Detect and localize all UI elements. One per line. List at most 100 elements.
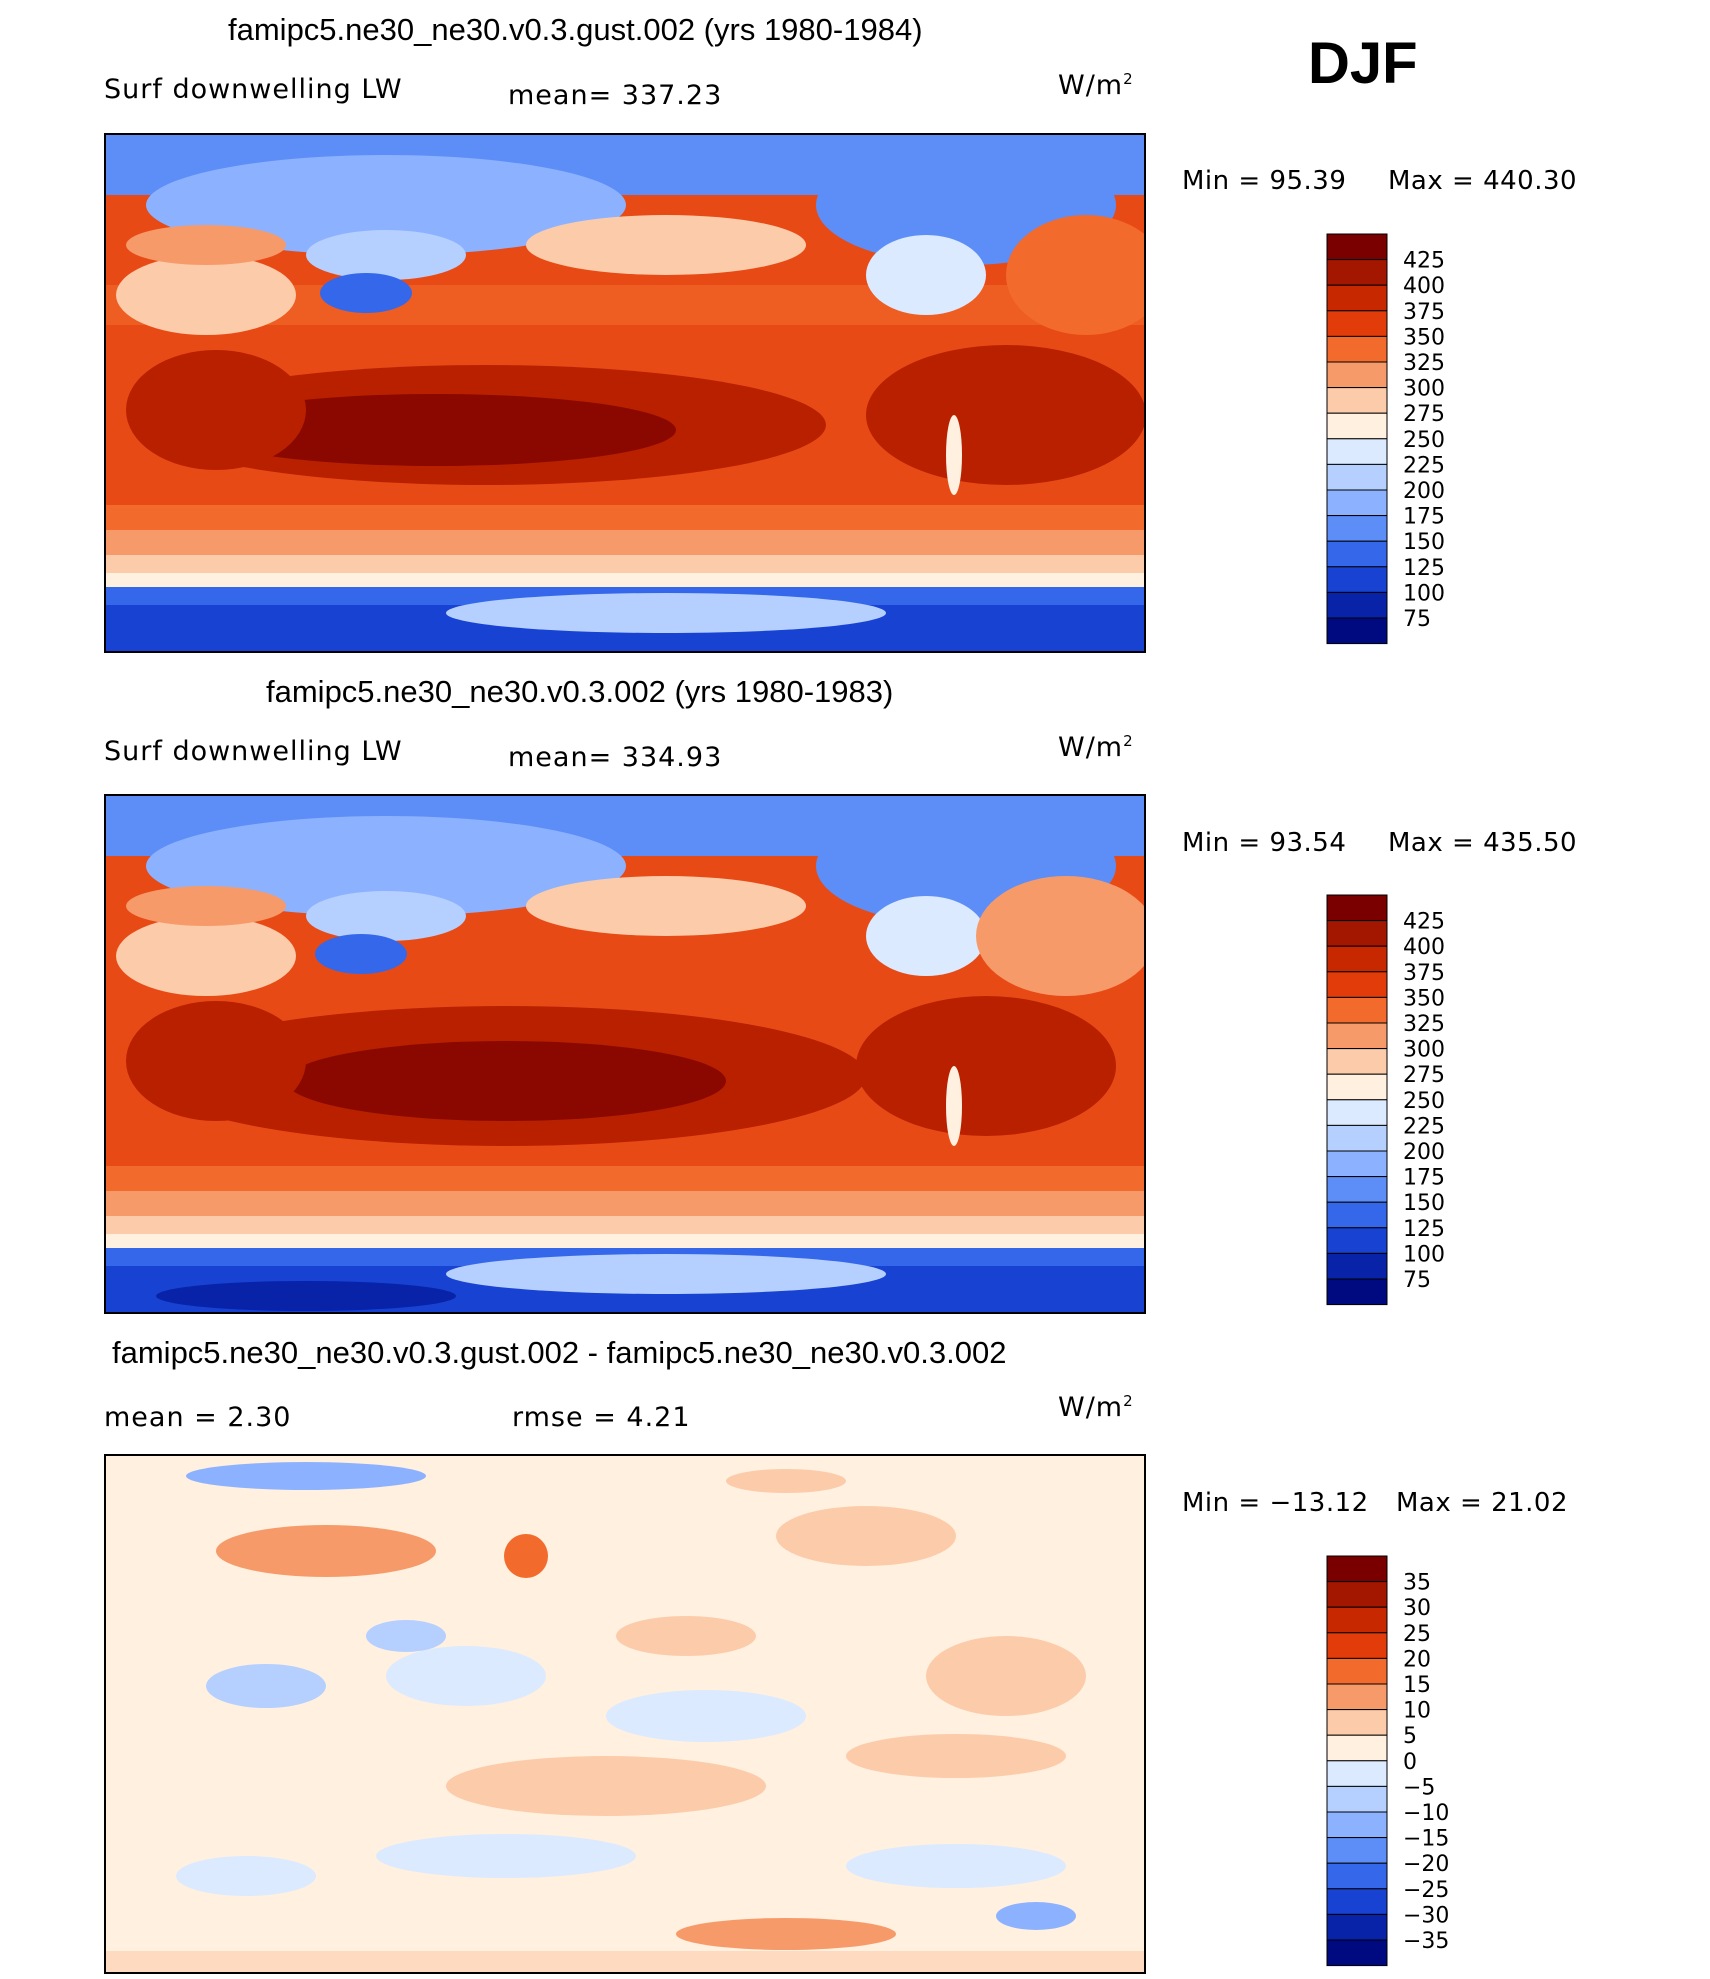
colorbar-swatch [1326, 1073, 1388, 1101]
colorbar-swatch [1326, 1581, 1388, 1608]
panel2-title: famipc5.ne30_ne30.v0.3.002 (yrs 1980-198… [266, 674, 894, 709]
colorbar-label: 100 [1403, 1242, 1445, 1267]
panel1-units: W/m2 [1058, 70, 1134, 101]
colorbar-swatch [1326, 1657, 1388, 1685]
colorbar-label: 125 [1403, 556, 1445, 581]
colorbar-label: 325 [1403, 351, 1445, 376]
colorbar-label: 250 [1403, 428, 1445, 453]
colorbar-label: 175 [1403, 505, 1445, 530]
colorbar-label: −5 [1403, 1775, 1435, 1800]
colorbar-swatch [1326, 1150, 1388, 1178]
colorbar-label: 225 [1403, 453, 1445, 478]
colorbar-label: 275 [1403, 402, 1445, 427]
panel2-units: W/m2 [1058, 732, 1134, 763]
colorbar-label: 400 [1403, 935, 1445, 960]
colorbar-swatch [1326, 412, 1388, 440]
colorbar-swatch [1326, 945, 1388, 973]
colorbar-label: 375 [1403, 300, 1445, 325]
colorbar-swatch [1326, 387, 1388, 414]
colorbar-swatch [1326, 310, 1388, 337]
panel2-map [104, 794, 1146, 1314]
colorbar-swatch [1326, 1606, 1388, 1634]
colorbar-label: 200 [1403, 1140, 1445, 1165]
colorbar-label: 325 [1403, 1012, 1445, 1037]
colorbar-swatch [1326, 920, 1388, 947]
colorbar-label: 200 [1403, 479, 1445, 504]
colorbar-label: 15 [1403, 1673, 1431, 1698]
panel2-colorbar-svg: 4254003753503253002752502252001751501251… [1326, 894, 1445, 1306]
colorbar-label: 75 [1403, 607, 1431, 632]
colorbar-swatch [1326, 1099, 1388, 1126]
colorbar-label: 125 [1403, 1217, 1445, 1242]
panel1-title: famipc5.ne30_ne30.v0.3.gust.002 (yrs 198… [228, 12, 923, 47]
colorbar-swatch [1326, 463, 1388, 491]
colorbar-label: 350 [1403, 986, 1445, 1011]
season-label: DJF [1308, 31, 1418, 96]
panel3-map [104, 1454, 1146, 1974]
colorbar-swatch [1326, 1888, 1388, 1915]
colorbar-label: −10 [1403, 1801, 1449, 1826]
colorbar-swatch [1326, 515, 1388, 542]
colorbar-swatch [1326, 1939, 1388, 1967]
colorbar-swatch [1326, 1632, 1388, 1659]
colorbar-swatch [1326, 1811, 1388, 1839]
colorbar-swatch [1326, 1785, 1388, 1813]
colorbar-swatch [1326, 1022, 1388, 1050]
colorbar-label: 5 [1403, 1724, 1417, 1749]
colorbar-label: 0 [1403, 1750, 1417, 1775]
panel1-map [104, 133, 1146, 653]
colorbar-swatch [1326, 566, 1388, 593]
colorbar-swatch [1326, 617, 1388, 645]
colorbar-swatch [1326, 438, 1388, 465]
panel2-min: Min = 93.54 [1182, 828, 1347, 858]
panel3-title: famipc5.ne30_ne30.v0.3.gust.002 - famipc… [112, 1335, 1007, 1370]
colorbar-swatch [1326, 361, 1388, 389]
colorbar-label: 225 [1403, 1114, 1445, 1139]
colorbar-label: 350 [1403, 325, 1445, 350]
colorbar-swatch [1326, 1048, 1388, 1075]
panel3-max: Max = 21.02 [1396, 1488, 1568, 1518]
colorbar-label: 150 [1403, 1191, 1445, 1216]
colorbar-swatch [1326, 1227, 1388, 1254]
colorbar-label: 175 [1403, 1166, 1445, 1191]
colorbar-swatch [1326, 591, 1388, 619]
colorbar-label: −15 [1403, 1827, 1449, 1852]
colorbar-label: −30 [1403, 1903, 1449, 1928]
colorbar-label: 425 [1403, 910, 1445, 935]
colorbar-swatch [1326, 335, 1388, 363]
colorbar-label: 275 [1403, 1063, 1445, 1088]
panel1-colorbar: 425 400 375 350 325 300 275 250 225 200 175 150 125 1… [1325, 232, 1710, 652]
colorbar-label: 25 [1403, 1622, 1431, 1647]
panel1-variable-label: Surf downwelling LW [104, 74, 403, 105]
panel1-colorbar-svg: 4254003753503253002752502252001751501251… [1326, 233, 1445, 645]
colorbar-swatch [1326, 971, 1388, 998]
panel2-colorbar: 425 400 375 350 325 300 275 250 225 200 175 150 125 1… [1325, 893, 1710, 1313]
colorbar-swatch [1326, 259, 1388, 286]
panel3-min: Min = −13.12 [1182, 1488, 1369, 1518]
colorbar-swatch [1326, 1201, 1388, 1229]
colorbar-label: −35 [1403, 1929, 1449, 1954]
panel3-rmse: rmse = 4.21 [512, 1402, 691, 1433]
colorbar-label: −20 [1403, 1852, 1449, 1877]
colorbar-swatch [1326, 284, 1388, 312]
colorbar-label: 425 [1403, 249, 1445, 274]
colorbar-swatch [1326, 1709, 1388, 1736]
colorbar-label: 300 [1403, 377, 1445, 402]
panel2-field [106, 796, 1144, 1312]
colorbar-label: 375 [1403, 961, 1445, 986]
colorbar-swatch [1326, 233, 1388, 261]
panel3-colorbar: 35 30 25 20 15 10 5 0 −5 −10 −15 −20 −25 −30 −35 [1325, 1554, 1710, 1974]
colorbar-label: 100 [1403, 581, 1445, 606]
panel3-mean: mean = 2.30 [104, 1402, 292, 1433]
panel1-min: Min = 95.39 [1182, 166, 1347, 196]
panel1-max: Max = 440.30 [1388, 166, 1578, 196]
colorbar-swatch [1326, 996, 1388, 1024]
colorbar-label: 150 [1403, 530, 1445, 555]
colorbar-label: 20 [1403, 1647, 1431, 1672]
colorbar-label: −25 [1403, 1878, 1449, 1903]
colorbar-swatch [1326, 1734, 1388, 1762]
colorbar-label: 30 [1403, 1596, 1431, 1621]
colorbar-swatch [1326, 1837, 1388, 1864]
panel2-max: Max = 435.50 [1388, 828, 1578, 858]
